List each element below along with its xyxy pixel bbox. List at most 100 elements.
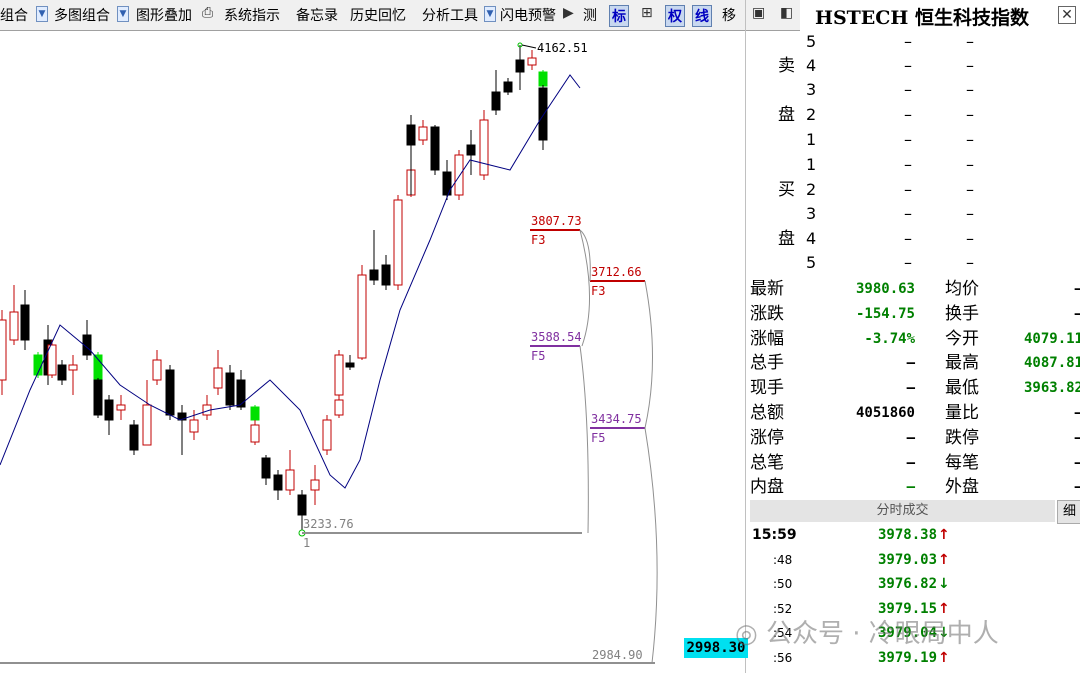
- book-price: –: [904, 56, 912, 75]
- trade-time: 15:59: [752, 527, 797, 543]
- candle-body: [538, 87, 548, 141]
- candle-body: [345, 362, 355, 368]
- candle-body: [261, 457, 271, 479]
- stat-value: -3.74%: [864, 330, 915, 347]
- book-volume: –: [966, 155, 974, 174]
- toolbar-button[interactable]: 线: [692, 5, 712, 27]
- trade-arrow: ↑: [938, 650, 950, 666]
- stat-label: 涨幅: [750, 328, 784, 349]
- stat-label: 最新: [750, 279, 784, 299]
- trade-arrow: ↑: [938, 551, 950, 568]
- book-price: –: [904, 80, 912, 99]
- candle-body: [430, 126, 440, 171]
- high-pointer: [521, 44, 537, 49]
- detail-button[interactable]: 细: [1057, 500, 1080, 524]
- stat-label: 总手: [750, 353, 784, 374]
- trades-header: 分时成交: [750, 500, 1055, 522]
- book-level: 1: [806, 155, 817, 174]
- stat-label: 现手: [750, 378, 784, 399]
- toolbar-button[interactable]: 权: [665, 5, 685, 27]
- candle-body: [479, 119, 489, 176]
- dropdown-arrow: ▼: [484, 6, 496, 22]
- toolbar-icon[interactable]: ◧: [780, 5, 794, 21]
- candle-body: [357, 274, 367, 359]
- book-level: 4: [806, 229, 817, 248]
- toolbar-button[interactable]: 多图组合: [54, 8, 110, 24]
- toolbar-icon[interactable]: ▶: [563, 5, 574, 21]
- toolbar-button[interactable]: 测: [583, 8, 597, 24]
- stat-label: 今开: [945, 328, 979, 349]
- book-volume: –: [966, 253, 974, 272]
- stat-label: 涨停: [750, 427, 784, 448]
- book-side: 盘: [778, 229, 795, 249]
- book-price: –: [904, 253, 912, 272]
- stat-value: –: [906, 355, 915, 372]
- book-level: 3: [806, 204, 817, 223]
- book-level: 4: [806, 56, 817, 75]
- close-button[interactable]: ✕: [1058, 6, 1076, 24]
- stat-label: 跌停: [945, 427, 979, 448]
- book-volume: –: [966, 229, 974, 248]
- toolbar-button[interactable]: 闪电预警: [500, 8, 556, 24]
- book-volume: –: [966, 130, 974, 149]
- low-label: 2984.90: [592, 648, 643, 662]
- candle-body: [236, 379, 246, 408]
- toolbar-icon[interactable]: ⎙: [202, 5, 214, 21]
- toolbar-button[interactable]: 移: [722, 8, 736, 24]
- stat-label: 总额: [750, 403, 784, 423]
- candle-body: [334, 354, 344, 396]
- watermark: ◎ 公众号 · 冷眼局中人: [735, 613, 999, 650]
- candle-body: [104, 399, 114, 421]
- candle-body: [334, 399, 344, 416]
- trade-price: 3979.04: [878, 625, 938, 642]
- toolbar-button[interactable]: 系统指示: [224, 8, 280, 24]
- candle-body: [418, 126, 428, 141]
- toolbar-button[interactable]: 图形叠加: [136, 8, 192, 24]
- trade-time: :54: [773, 626, 793, 641]
- fib-value: 3807.73: [531, 214, 582, 228]
- book-price: –: [904, 229, 912, 248]
- fib-tag: F3: [591, 284, 605, 298]
- candle-body: [491, 91, 501, 111]
- stat-value: 4087.81: [1023, 355, 1080, 372]
- toolbar-button[interactable]: 标: [609, 5, 629, 27]
- book-price: –: [904, 155, 912, 174]
- candle-body: [285, 469, 295, 491]
- stat-value: –: [1075, 477, 1080, 497]
- stat-value: –: [906, 429, 915, 446]
- candle-body: [165, 369, 175, 416]
- candle-body: [381, 264, 391, 286]
- trade-arrow: ↓: [938, 625, 950, 642]
- fib-tag: F5: [591, 431, 605, 445]
- stat-label: 涨跌: [750, 303, 784, 324]
- book-price: –: [904, 105, 912, 124]
- candle-body: [454, 154, 464, 196]
- book-volume: –: [966, 32, 974, 51]
- trade-arrow: ↑: [938, 527, 950, 543]
- fib-bracket: [644, 280, 653, 429]
- toolbar-button[interactable]: 分析工具: [422, 8, 478, 24]
- dropdown-arrow: ▼: [117, 6, 129, 22]
- book-price: –: [904, 130, 912, 149]
- trade-price: 3979.15: [878, 600, 938, 617]
- stat-value: 4051860: [855, 405, 915, 421]
- stat-label: 量比: [945, 403, 979, 423]
- trade-time: :48: [773, 552, 793, 567]
- candle-body: [250, 424, 260, 443]
- toolbar-button[interactable]: 组合: [0, 8, 28, 24]
- book-price: –: [904, 180, 912, 199]
- toolbar-button[interactable]: 历史回忆: [350, 8, 406, 24]
- price-tag: 2998.30: [684, 638, 748, 658]
- candle-body: [538, 71, 548, 87]
- toolbar-icon[interactable]: ⊞: [641, 5, 653, 21]
- book-price: –: [904, 32, 912, 51]
- candle-body: [57, 364, 67, 381]
- toolbar-button[interactable]: 备忘录: [296, 8, 338, 24]
- stat-value: –: [1075, 304, 1080, 324]
- toolbar-icon[interactable]: ▣: [752, 5, 766, 21]
- stat-value: -154.75: [855, 305, 915, 322]
- stat-value: –: [906, 479, 915, 496]
- chart: 4162.51 3807.73 F3 3712.66 F3 3588.54 F5 3434.7…: [0, 41, 658, 664]
- fib-bracket: [579, 229, 591, 282]
